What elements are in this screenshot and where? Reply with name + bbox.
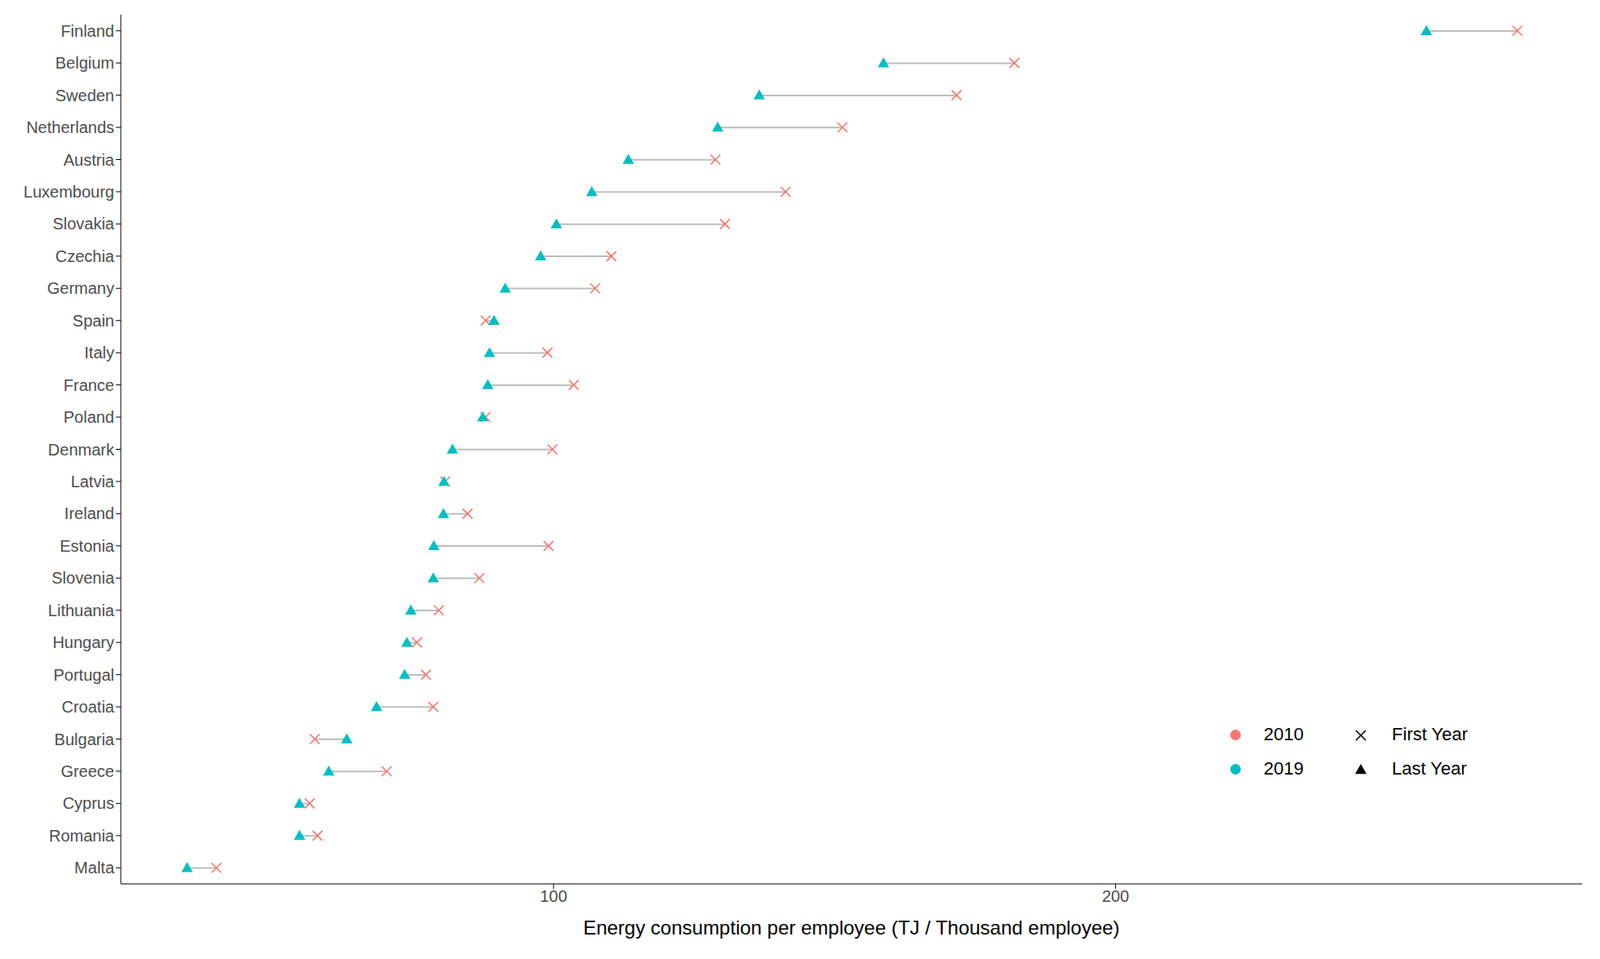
svg-text:Netherlands: Netherlands [26, 118, 115, 137]
svg-text:France: France [63, 376, 115, 395]
svg-text:Latvia: Latvia [71, 472, 116, 491]
svg-text:Spain: Spain [72, 311, 115, 330]
svg-text:Slovakia: Slovakia [52, 214, 115, 233]
svg-text:Romania: Romania [48, 826, 116, 845]
html-text:First Year: First Year [1391, 724, 1468, 745]
svg-text:Belgium: Belgium [55, 53, 115, 72]
svg-text:Austria: Austria [63, 151, 116, 169]
svg-text:Luxembourg: Luxembourg [23, 182, 115, 201]
svg-text:100: 100 [539, 887, 567, 906]
svg-text:Bulgaria: Bulgaria [54, 730, 116, 749]
svg-text:Croatia: Croatia [62, 697, 116, 716]
svg-text:Energy consumption per employe: Energy consumption per employee (TJ / Th… [582, 916, 1120, 939]
svg-text:Cyprus: Cyprus [62, 794, 115, 813]
svg-text:Estonia: Estonia [59, 537, 116, 556]
svg-text:Malta: Malta [74, 858, 116, 877]
svg-text:Ireland: Ireland [64, 504, 115, 523]
svg-text:Finland: Finland [60, 22, 115, 40]
svg-text:Greece: Greece [60, 762, 115, 781]
svg-text:Poland: Poland [63, 408, 115, 427]
svg-text:Italy: Italy [84, 343, 115, 362]
svg-text:Denmark: Denmark [48, 440, 116, 459]
svg-text:Germany: Germany [47, 279, 115, 298]
svg-text:Portugal: Portugal [53, 666, 116, 685]
svg-text:Czechia: Czechia [55, 247, 116, 266]
html-text:2019: 2019 [1263, 758, 1304, 779]
html-text:2010: 2010 [1263, 724, 1304, 745]
html-text:Last Year: Last Year [1391, 758, 1467, 779]
svg-text:Sweden: Sweden [55, 86, 115, 105]
svg-text:Hungary: Hungary [52, 633, 115, 652]
svg-text:Slovenia: Slovenia [51, 568, 116, 587]
svg-text:Lithuania: Lithuania [48, 601, 116, 620]
svg-text:200: 200 [1102, 887, 1129, 906]
